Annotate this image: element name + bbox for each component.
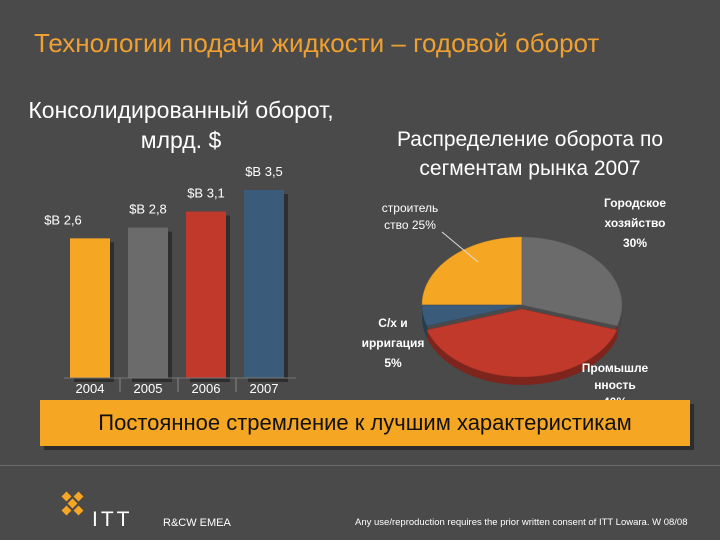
pie-leader-construction [441, 231, 479, 263]
pie-label-municipal-line3: 30% [622, 236, 648, 250]
pie-side-3 [422, 305, 427, 339]
pie-label-agriculture: С/х и ирригация 5% [343, 313, 443, 373]
x-tick-label-2006: 2006 [192, 381, 221, 396]
pie-label-industry-line1: Промышле [581, 361, 649, 375]
pie-label-municipal: Городское хозяйство 30% [585, 193, 685, 253]
bar-2006 [186, 211, 226, 378]
bar-chart-title-line1: Консолидированный оборот, [28, 97, 334, 123]
pie-chart-title: Распределение оборота по сегментам рынка… [345, 125, 715, 183]
x-tick-label-2007: 2007 [250, 381, 279, 396]
pie-side-1 [617, 305, 622, 339]
pie-label-industry-line2: нность [594, 378, 636, 392]
pie-label-agriculture-line2: ирригация [361, 336, 425, 350]
bar-value-label-2006: $B 3,1 [187, 185, 225, 200]
pie-side-2 [426, 326, 618, 385]
banner-text: Постоянное стремление к лучшим характери… [98, 410, 632, 435]
pie-chart-title-line2: сегментам рынка 2007 [419, 157, 641, 180]
itt-logo-icon [61, 491, 84, 516]
pie-chart-title-line1: Распределение оборота по [397, 128, 663, 151]
pie-label-construction-line1: строитель [381, 201, 439, 215]
bar-chart-title-line2: млрд. $ [140, 127, 222, 153]
logo-text: ITT [92, 508, 133, 531]
footer-copyright: Any use/reproduction requires the prior … [355, 517, 688, 528]
bar-2007 [244, 190, 284, 378]
footer-left-text: R&CW EMEA [163, 517, 231, 529]
bar-value-label-2005: $B 2,8 [129, 202, 167, 217]
pie-slice-1 [521, 236, 623, 327]
pie-label-construction: строитель ство 25% [360, 200, 460, 234]
pie-slice-0 [421, 236, 523, 306]
pie-label-construction-line2: ство 25% [384, 218, 436, 232]
pie-label-municipal-line2: хозяйство [604, 216, 666, 230]
bar-chart-title: Консолидированный оборот, млрд. $ [16, 95, 346, 155]
pie-slice-3 [421, 304, 523, 327]
pie-slice-2 [426, 308, 618, 378]
slide-title: Технологии подачи жидкости – годовой обо… [34, 28, 600, 58]
x-tick-label-2004: 2004 [76, 381, 105, 396]
bar-value-label-2004: $B 2,6 [44, 212, 82, 227]
pie-label-municipal-line1: Городское [603, 196, 667, 210]
footer-divider [0, 465, 720, 466]
bar-2005 [128, 227, 168, 378]
bar-value-label-2007: $B 3,5 [245, 164, 283, 179]
banner: Постоянное стремление к лучшим характери… [40, 400, 690, 446]
charts-canvas: $B 2,6 2004 $B 2,8 2005 $B 3,1 2006 $B 3,5 2007 [44, 164, 623, 396]
x-tick-label-2005: 2005 [134, 381, 163, 396]
pie-label-agriculture-line3: 5% [384, 356, 402, 370]
bar-2004 [70, 238, 110, 378]
pie-label-agriculture-line1: С/х и [378, 316, 408, 330]
